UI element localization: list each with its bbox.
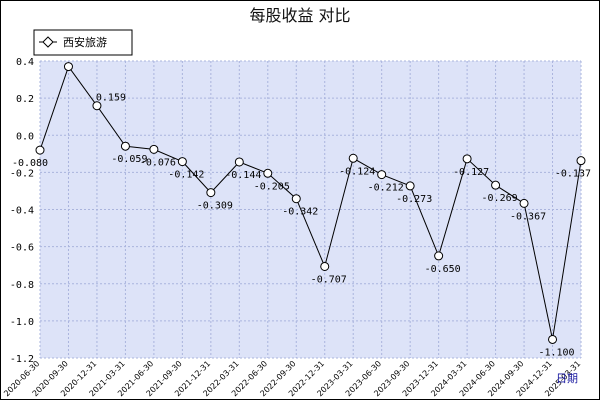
data-point (177, 157, 187, 167)
data-point (405, 181, 415, 191)
data-label: -0.309 (197, 201, 233, 212)
y-tick-label: 0.0 (16, 131, 34, 142)
data-point (63, 62, 73, 72)
data-point (234, 157, 244, 167)
data-label: -0.076 (140, 157, 176, 168)
data-point (434, 251, 444, 261)
data-label: -0.269 (482, 193, 518, 204)
y-tick-label: -0.4 (10, 206, 34, 217)
data-label: -0.127 (453, 167, 489, 178)
data-label: -0.212 (368, 183, 404, 194)
y-tick-label: 0.2 (16, 94, 34, 105)
data-label: -0.707 (311, 274, 347, 285)
data-point (149, 144, 159, 154)
data-label: -0.273 (396, 194, 432, 205)
series-line (39, 65, 582, 340)
data-point (120, 141, 130, 151)
plot-area (40, 61, 581, 358)
data-label: -0.342 (282, 207, 318, 218)
data-label: -0.080 (12, 158, 48, 169)
data-label: 0.159 (96, 93, 126, 104)
data-point (263, 168, 273, 178)
data-label: -0.144 (225, 170, 261, 181)
y-axis-ticks: 0.4 0.2 0.0 -0.2 -0.4 -0.6 -0.8 -1.0 -1.2 (10, 57, 34, 365)
data-labels: -0.080 0.159 -0.059-0.076 -0.142 -0.309 -0.14… (12, 93, 591, 359)
data-point (462, 154, 472, 164)
grid-lines (39, 60, 582, 359)
x-axis-label: 日期 (556, 372, 578, 385)
data-points (35, 62, 586, 344)
chart-title: 每股收益 对比 (249, 6, 350, 25)
data-point (206, 188, 216, 198)
data-point (291, 194, 301, 204)
legend-diamond-icon (42, 36, 54, 48)
data-point (92, 101, 102, 111)
y-tick-label: -0.6 (10, 243, 34, 254)
data-label: -0.142 (168, 170, 204, 181)
data-label: -0.059 (111, 154, 147, 165)
legend: 西安旅游 (33, 29, 133, 56)
data-label: -0.124 (339, 166, 375, 177)
data-label: -1.100 (538, 347, 574, 358)
data-point (548, 334, 558, 344)
data-point (348, 153, 358, 163)
data-point (491, 180, 501, 190)
y-tick-label: -1.0 (10, 317, 34, 328)
y-tick-label: 0.4 (16, 57, 34, 68)
data-label: -0.650 (425, 264, 461, 275)
data-point (576, 156, 586, 166)
data-label: -0.137 (555, 169, 591, 180)
y-tick-label: -0.8 (10, 280, 34, 291)
data-label: -0.205 (254, 181, 290, 192)
data-label: -0.367 (510, 211, 546, 222)
data-point (377, 170, 387, 180)
legend-entry: 西安旅游 (63, 35, 107, 49)
x-axis-ticks: 2020-06-302020-09-302020-12-312021-03-31… (2, 359, 582, 398)
data-point (519, 198, 529, 208)
data-point (320, 261, 330, 271)
data-point (35, 145, 45, 155)
y-tick-label: -1.2 (10, 354, 34, 365)
y-tick-label: -0.2 (10, 168, 34, 179)
